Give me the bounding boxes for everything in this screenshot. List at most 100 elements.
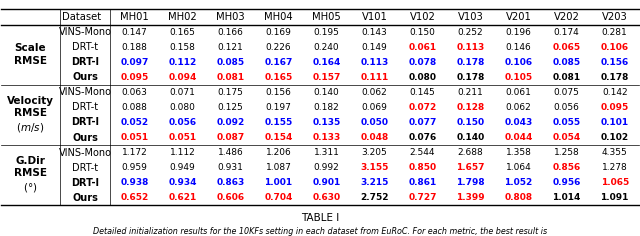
Text: 0.949: 0.949 <box>170 163 195 172</box>
Text: 1.087: 1.087 <box>266 163 291 172</box>
Text: 0.145: 0.145 <box>410 88 435 97</box>
Text: 3.155: 3.155 <box>360 163 388 172</box>
Text: 0.704: 0.704 <box>264 193 292 202</box>
Text: 0.106: 0.106 <box>600 43 628 52</box>
Text: 0.182: 0.182 <box>314 103 339 112</box>
Text: 0.621: 0.621 <box>168 193 196 202</box>
Text: 0.065: 0.065 <box>552 43 580 52</box>
Text: 0.174: 0.174 <box>554 28 580 37</box>
Text: 0.178: 0.178 <box>456 73 484 82</box>
Text: DRT-l: DRT-l <box>71 57 99 67</box>
Text: 1.091: 1.091 <box>600 193 629 202</box>
Text: 0.252: 0.252 <box>458 28 483 37</box>
Text: V103: V103 <box>458 12 483 22</box>
Text: 0.043: 0.043 <box>504 118 532 127</box>
Text: 0.147: 0.147 <box>122 28 147 37</box>
Text: 0.140: 0.140 <box>314 88 339 97</box>
Text: Ours: Ours <box>72 72 98 82</box>
Text: 0.044: 0.044 <box>504 133 533 142</box>
Text: 0.931: 0.931 <box>218 163 243 172</box>
Text: 1.278: 1.278 <box>602 163 628 172</box>
Text: Ours: Ours <box>72 133 98 143</box>
Text: 0.048: 0.048 <box>360 133 388 142</box>
Text: 0.938: 0.938 <box>120 178 148 187</box>
Text: 0.080: 0.080 <box>408 73 436 82</box>
Text: Detailed initialization results for the 10KFs setting in each dataset from EuRoC: Detailed initialization results for the … <box>93 227 547 236</box>
Text: 0.080: 0.080 <box>170 103 195 112</box>
Text: 0.155: 0.155 <box>264 118 292 127</box>
Text: 1.014: 1.014 <box>552 193 581 202</box>
Text: Ours: Ours <box>72 193 98 203</box>
Text: MH05: MH05 <box>312 12 341 22</box>
Text: 0.166: 0.166 <box>218 28 243 37</box>
Text: 0.128: 0.128 <box>456 103 484 112</box>
Text: 0.056: 0.056 <box>554 103 580 112</box>
Text: 0.863: 0.863 <box>216 178 244 187</box>
Text: 0.088: 0.088 <box>122 103 147 112</box>
Text: 1.172: 1.172 <box>122 148 147 157</box>
Text: 0.197: 0.197 <box>266 103 291 112</box>
Text: 0.051: 0.051 <box>168 133 196 142</box>
Text: 1.798: 1.798 <box>456 178 485 187</box>
Text: 0.072: 0.072 <box>408 103 436 112</box>
Text: MH03: MH03 <box>216 12 244 22</box>
Text: 0.055: 0.055 <box>552 118 580 127</box>
Text: 0.101: 0.101 <box>600 118 628 127</box>
Text: 0.078: 0.078 <box>408 58 436 67</box>
Text: MH02: MH02 <box>168 12 196 22</box>
Text: 0.240: 0.240 <box>314 43 339 52</box>
Text: 0.102: 0.102 <box>600 133 628 142</box>
Text: 0.085: 0.085 <box>552 58 580 67</box>
Text: 0.094: 0.094 <box>168 73 196 82</box>
Text: 0.195: 0.195 <box>314 28 339 37</box>
Text: 0.149: 0.149 <box>362 43 387 52</box>
Text: 0.087: 0.087 <box>216 133 244 142</box>
Text: 0.188: 0.188 <box>122 43 147 52</box>
Text: Dataset: Dataset <box>61 12 100 22</box>
Text: VINS-Mono: VINS-Mono <box>58 87 111 97</box>
Text: 0.157: 0.157 <box>312 73 340 82</box>
Text: 0.140: 0.140 <box>456 133 484 142</box>
Text: 1.657: 1.657 <box>456 163 485 172</box>
Text: 0.167: 0.167 <box>264 58 292 67</box>
Text: 0.111: 0.111 <box>360 73 388 82</box>
Text: 0.956: 0.956 <box>552 178 581 187</box>
Text: 0.142: 0.142 <box>602 88 627 97</box>
Text: 1.486: 1.486 <box>218 148 243 157</box>
Text: 0.606: 0.606 <box>216 193 244 202</box>
Text: 0.113: 0.113 <box>456 43 484 52</box>
Text: 2.544: 2.544 <box>410 148 435 157</box>
Text: 0.051: 0.051 <box>120 133 148 142</box>
Text: 0.050: 0.050 <box>360 118 388 127</box>
Text: 0.056: 0.056 <box>168 118 196 127</box>
Text: 0.178: 0.178 <box>456 58 484 67</box>
Text: G.Dir
RMSE
$(°)$: G.Dir RMSE $(°)$ <box>14 156 47 194</box>
Text: 0.856: 0.856 <box>552 163 580 172</box>
Text: 1.052: 1.052 <box>504 178 532 187</box>
Text: 0.095: 0.095 <box>120 73 148 82</box>
Text: 0.054: 0.054 <box>552 133 580 142</box>
Text: Velocity
RMSE
$(m/s)$: Velocity RMSE $(m/s)$ <box>7 96 54 134</box>
Text: V202: V202 <box>554 12 580 22</box>
Text: TABLE I: TABLE I <box>301 213 339 223</box>
Text: DRT-l: DRT-l <box>71 178 99 188</box>
Text: 0.934: 0.934 <box>168 178 196 187</box>
Text: 1.399: 1.399 <box>456 193 485 202</box>
Text: 0.121: 0.121 <box>218 43 243 52</box>
Text: 0.133: 0.133 <box>312 133 340 142</box>
Text: 0.150: 0.150 <box>410 28 435 37</box>
Text: 0.062: 0.062 <box>362 88 387 97</box>
Text: 0.135: 0.135 <box>312 118 340 127</box>
Text: V101: V101 <box>362 12 387 22</box>
Text: 0.106: 0.106 <box>504 58 532 67</box>
Text: 1.311: 1.311 <box>314 148 339 157</box>
Text: 0.063: 0.063 <box>122 88 147 97</box>
Text: 0.071: 0.071 <box>170 88 195 97</box>
Text: VINS-Mono: VINS-Mono <box>58 148 111 158</box>
Text: 0.808: 0.808 <box>504 193 532 202</box>
Text: 0.156: 0.156 <box>266 88 291 97</box>
Text: 0.105: 0.105 <box>504 73 532 82</box>
Text: DRT-l: DRT-l <box>71 118 99 127</box>
Text: DRT-t: DRT-t <box>72 102 98 112</box>
Text: 0.146: 0.146 <box>506 43 531 52</box>
